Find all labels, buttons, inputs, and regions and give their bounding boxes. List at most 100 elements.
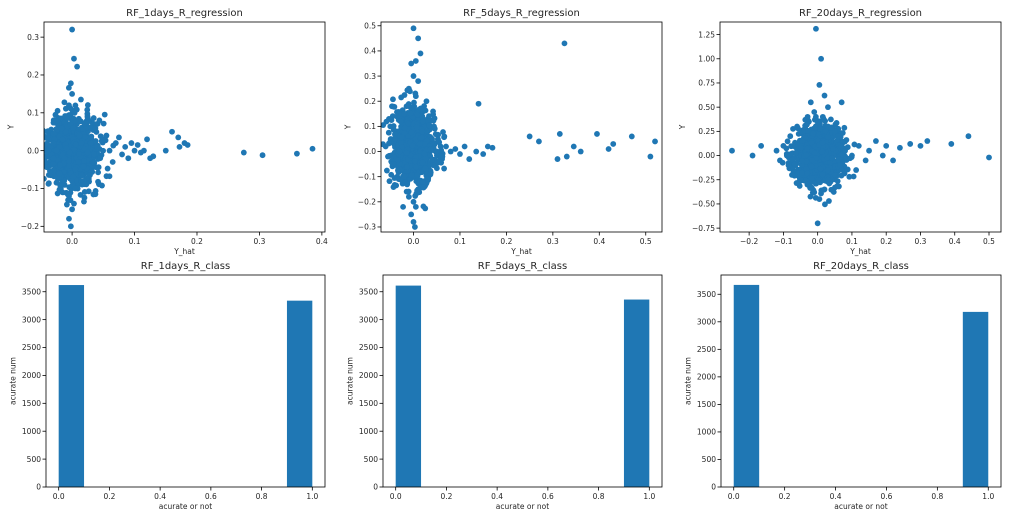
scatter-point (95, 178, 101, 185)
scatter-point (421, 140, 428, 147)
scatter-point (423, 98, 430, 105)
scatter-point (422, 155, 429, 162)
scatter-point (837, 162, 843, 168)
scatter-point (134, 142, 141, 148)
x-tick-label: 0.1 (129, 237, 141, 246)
scatter-point (383, 118, 390, 125)
scatter-point (69, 26, 75, 33)
scatter-point (389, 161, 396, 167)
scatter-point (405, 85, 412, 92)
scatter-point (804, 113, 811, 120)
scatter-point (394, 157, 401, 164)
scatter-point (647, 153, 654, 160)
scatter-point (419, 159, 426, 166)
scatter-point (418, 134, 425, 141)
scatter-point (80, 163, 87, 170)
scatter-point (47, 170, 54, 177)
scatter-point (554, 156, 561, 162)
scatter-point (119, 151, 125, 158)
scatter-point (116, 134, 122, 141)
chart-1: 0.0 0.1 0.2 0.3 0.4 −0.2 −0.1 0.0 0.1 0.2 0.3 RF_1d… (7, 8, 328, 256)
scatter-point (106, 173, 113, 180)
y-tick-label: 1000 (22, 427, 41, 436)
scatter-point (822, 201, 828, 208)
scatter-point (44, 128, 51, 135)
scatter-point (824, 154, 831, 161)
y-tick-label: 2000 (359, 371, 378, 380)
scatter-point (813, 25, 819, 32)
x-axis-label: acurate or not (496, 502, 549, 511)
scatter-point (917, 142, 924, 149)
scatter-point (826, 198, 832, 204)
x-tick-label: 0.6 (205, 492, 217, 501)
scatter-point (392, 136, 398, 142)
scatter-point (409, 142, 416, 149)
scatter-point (385, 153, 391, 160)
x-tick-label: 0.3 (915, 237, 927, 246)
scatter-point (45, 180, 52, 187)
scatter-point (401, 173, 408, 180)
scatter-point (59, 189, 66, 196)
scatter-point (780, 142, 787, 149)
scatter-point (36, 137, 42, 143)
y-tick-label: 1.00 (698, 54, 715, 63)
x-tick-label: 0.6 (542, 492, 554, 501)
scatter-point (799, 138, 806, 144)
scatter-point (53, 147, 60, 154)
scatter-point (70, 125, 77, 131)
scatter-point (835, 133, 842, 140)
y-tick-label: 500 (702, 455, 717, 464)
axes-frame (720, 274, 1002, 488)
scatter-point (473, 148, 480, 155)
scatter-point (791, 161, 798, 167)
x-tick-label: 0.5 (640, 237, 652, 246)
scatter-point (92, 125, 99, 132)
scatter-point (415, 35, 422, 42)
y-tick-label: 3500 (22, 287, 41, 296)
x-axis-label: acurate or not (834, 502, 887, 511)
x-tick-label: 0.2 (500, 237, 512, 246)
scatter-point (66, 193, 72, 199)
scatter-point (394, 173, 401, 180)
scatter-point (440, 129, 446, 135)
scatter-point (846, 173, 853, 180)
scatter-point (57, 183, 64, 190)
y-tick-label: 0.0 (27, 146, 39, 155)
scatter-point (855, 142, 862, 149)
scatter-point (489, 144, 496, 151)
scatter-point (259, 152, 266, 159)
scatter-point (475, 100, 482, 107)
axes-frame (380, 21, 663, 233)
scatter-point (803, 152, 810, 158)
scatter-point (605, 146, 612, 152)
scatter-point (443, 143, 449, 150)
y-tick-label: 1000 (697, 428, 716, 437)
x-tick-label: 0.4 (316, 237, 328, 246)
scatter-point (84, 149, 91, 156)
scatter-point (72, 185, 79, 192)
scatter-point (78, 140, 85, 146)
scatter-point (87, 124, 94, 131)
scatter-point (570, 143, 577, 150)
scatter-point (400, 203, 406, 210)
scatter-point (405, 120, 411, 127)
x-tick-label: 0.4 (154, 492, 166, 501)
scatter-point (426, 113, 432, 119)
scatter-point (408, 172, 415, 178)
scatter-point (45, 133, 51, 140)
scatter-point (63, 201, 70, 208)
scatter-point (773, 147, 780, 154)
y-tick-label: −0.3 (358, 223, 376, 232)
plot-area (733, 284, 989, 487)
scatter-point (128, 140, 135, 146)
y-tick-label: 0.00 (698, 151, 715, 160)
scatter-point (831, 172, 838, 178)
scatter-point (95, 169, 102, 176)
x-tick-label: 0.2 (103, 492, 115, 501)
scatter-point (67, 223, 74, 230)
scatter-point (821, 186, 828, 193)
scatter-point (66, 215, 72, 222)
scatter-point (832, 128, 838, 135)
scatter-point (808, 139, 815, 146)
histogram-bar (58, 285, 85, 487)
